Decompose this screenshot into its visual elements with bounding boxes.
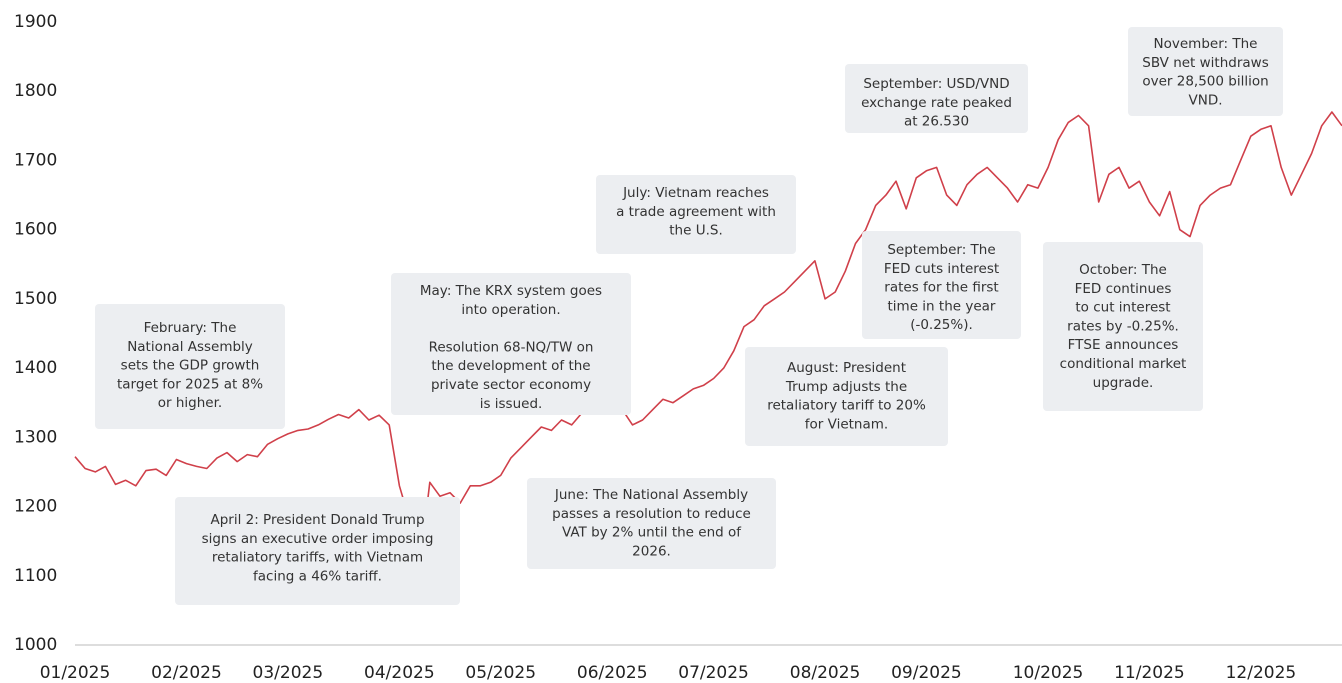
y-tick-label: 1300 — [14, 427, 57, 447]
annotation-box — [862, 231, 1021, 339]
annotation-text: September: USD/VND — [863, 76, 1009, 92]
x-tick-label: 10/2025 — [1013, 663, 1084, 683]
annotation-text: National Assembly — [127, 339, 253, 355]
annotation-text: at 26.530 — [904, 114, 969, 130]
annotation-box — [391, 273, 631, 415]
annotation-text: October: The — [1079, 262, 1167, 278]
x-tick-label: 05/2025 — [465, 663, 536, 683]
annotation-box — [596, 175, 796, 254]
annotation-box — [1043, 242, 1203, 411]
annotation-box — [95, 304, 285, 429]
annotation-text: the development of the — [431, 358, 590, 374]
annotation-text: facing a 46% tariff. — [253, 568, 382, 584]
annotation-text: or higher. — [158, 395, 222, 411]
annotation-text: rates for the first — [884, 280, 998, 296]
annotation-text: to cut interest — [1075, 300, 1170, 316]
x-tick-label: 01/2025 — [40, 663, 111, 683]
x-tick-label: 07/2025 — [678, 663, 749, 683]
annotation-text: February: The — [144, 320, 237, 336]
annotation-text: passes a resolution to reduce — [552, 506, 751, 522]
y-tick-label: 1800 — [14, 81, 57, 101]
annotation-text: April 2: President Donald Trump — [210, 512, 424, 528]
annotation-text: target for 2025 at 8% — [117, 376, 263, 392]
annotation-text: is issued. — [480, 396, 543, 412]
x-tick-label: 09/2025 — [891, 663, 962, 683]
annotation-text: conditional market — [1060, 356, 1187, 372]
annotation-text: 2026. — [632, 543, 671, 559]
y-tick-label: 1400 — [14, 358, 57, 378]
annotation-text: a trade agreement with — [616, 204, 776, 220]
annotation-text: August: President — [787, 360, 906, 376]
annotation-text: over 28,500 billion — [1142, 74, 1268, 90]
annotation-text: exchange rate peaked — [861, 95, 1012, 111]
x-tick-label: 11/2025 — [1114, 663, 1185, 683]
x-tick-label: 12/2025 — [1226, 663, 1297, 683]
annotation-text: signs an executive order imposing — [202, 531, 434, 547]
x-tick-label: 06/2025 — [577, 663, 648, 683]
annotation-text: for Vietnam. — [805, 416, 888, 432]
y-tick-label: 1600 — [14, 220, 57, 240]
annotation-box — [745, 347, 948, 446]
annotation-text: FED continues — [1075, 281, 1172, 297]
y-tick-label: 1100 — [14, 566, 57, 586]
annotation-text: September: The — [887, 242, 995, 258]
annotation-text: time in the year — [888, 298, 996, 314]
annotation-text: into operation. — [461, 302, 560, 318]
x-tick-label: 04/2025 — [364, 663, 435, 683]
annotation-text: retaliatory tariff to 20% — [767, 398, 926, 414]
y-tick-label: 1200 — [14, 497, 57, 517]
annotation-text: upgrade. — [1093, 375, 1154, 391]
annotation-text: June: The National Assembly — [554, 487, 748, 503]
annotation-text: November: The — [1154, 36, 1258, 52]
y-tick-label: 1700 — [14, 150, 57, 170]
annotation-box — [1128, 27, 1283, 116]
x-tick-label: 03/2025 — [253, 663, 324, 683]
y-tick-label: 1900 — [14, 12, 57, 32]
annotation-text: private sector economy — [431, 377, 591, 393]
line — [74, 111, 1342, 570]
annotation-text: sets the GDP growth — [121, 358, 260, 374]
annotation-text: VND. — [1188, 92, 1222, 108]
x-tick-label: 08/2025 — [790, 663, 861, 683]
annotation-box — [845, 64, 1028, 133]
annotation-text: FED cuts interest — [884, 261, 999, 277]
annotation-box — [175, 497, 460, 605]
annotation-text: (-0.25%). — [910, 317, 973, 333]
annotation-text: SBV net withdraws — [1142, 55, 1269, 71]
annotation-text: VAT by 2% until the end of — [562, 525, 742, 541]
annotation-text: Trump adjusts the — [785, 379, 907, 395]
annotation-text: May: The KRX system goes — [420, 283, 602, 299]
y-tick-label: 1500 — [14, 289, 57, 309]
annotation-text: rates by -0.25%. — [1067, 318, 1179, 334]
annotation-text: Resolution 68-NQ/TW on — [429, 339, 594, 355]
annotation-text: FTSE announces — [1068, 337, 1179, 353]
y-tick-label: 1000 — [14, 635, 57, 655]
annotation-text: the U.S. — [669, 223, 722, 239]
x-tick-label: 02/2025 — [151, 663, 222, 683]
annotation-text: retaliatory tariffs, with Vietnam — [212, 550, 423, 566]
annotation-box — [527, 478, 776, 569]
annotation-text: July: Vietnam reaches — [622, 185, 769, 201]
